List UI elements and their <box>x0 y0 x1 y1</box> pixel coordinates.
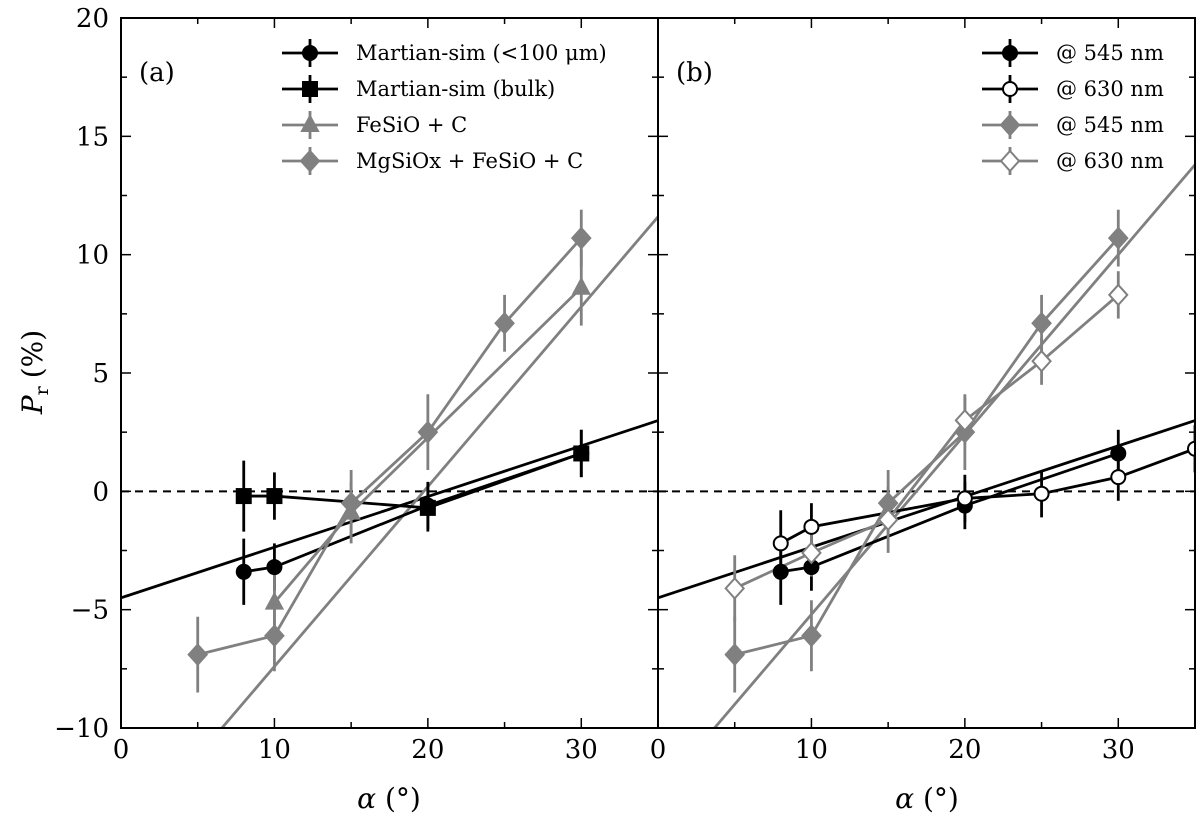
legend-label: Martian-sim (bulk) <box>356 77 555 101</box>
data-point <box>494 311 515 335</box>
x-tick-label: 20 <box>948 735 981 765</box>
data-point <box>419 499 436 516</box>
data-point <box>573 445 590 462</box>
data-point <box>266 559 283 576</box>
x-axis-label-a: α (°) <box>357 782 421 815</box>
fit-line <box>220 215 658 728</box>
legend-label: @ 545 nm <box>1056 113 1164 137</box>
legend-marker <box>302 81 318 97</box>
data-point <box>1033 485 1050 502</box>
data-point <box>954 408 976 432</box>
legend-marker <box>999 149 1021 173</box>
x-tick-label: 10 <box>795 735 828 765</box>
x-tick-label: 20 <box>411 735 444 765</box>
data-point <box>803 518 820 535</box>
legend-marker <box>999 113 1021 137</box>
data-point <box>724 643 746 667</box>
data-point <box>724 576 746 600</box>
data-point <box>417 420 439 444</box>
series-line <box>197 237 583 656</box>
legend-marker <box>1002 45 1018 61</box>
data-point <box>235 563 252 580</box>
panel-b: 0 10 20 30 (b) @ 545 nm @ 630 nm @ 545 nm @ 630 … <box>650 17 1196 765</box>
data-point <box>877 508 899 532</box>
data-point <box>1107 226 1129 250</box>
legend-label: @ 630 nm <box>1056 77 1164 101</box>
legend-label: @ 545 nm <box>1056 41 1164 65</box>
data-point <box>187 643 209 667</box>
legend-label: MgSiOx + FeSiO + C <box>356 149 583 173</box>
y-tick-label: 10 <box>76 241 109 271</box>
legend-marker <box>302 45 318 61</box>
x-axis-label-b: α (°) <box>895 782 959 815</box>
data-point <box>1031 349 1052 373</box>
legend-marker <box>1002 81 1018 97</box>
data-point <box>235 488 252 505</box>
data-point <box>264 624 285 648</box>
y-tick-label: 0 <box>92 477 109 507</box>
y-tick-label: −10 <box>54 714 109 744</box>
data-point <box>801 541 822 565</box>
panel-label: (b) <box>676 58 713 88</box>
plot-area <box>121 209 658 728</box>
y-tick-label: 15 <box>76 122 109 152</box>
y-tick-label: 20 <box>76 4 109 34</box>
fit-line <box>658 419 1195 600</box>
data-point <box>1107 283 1129 307</box>
x-tick-label: 30 <box>1102 735 1135 765</box>
panel-a: 0 10 20 30 −10 −5 0 5 10 15 20 (a) Martian-sim (<100… <box>54 4 659 765</box>
x-tick-label: 0 <box>113 735 130 765</box>
data-point <box>266 488 283 505</box>
x-tick-label: 0 <box>650 735 667 765</box>
series-line <box>780 452 1119 574</box>
data-point <box>571 276 591 295</box>
x-tick-label: 30 <box>565 735 598 765</box>
data-point <box>801 624 822 648</box>
data-point <box>772 535 789 552</box>
data-point <box>340 491 362 515</box>
legend-label: @ 630 nm <box>1056 149 1164 173</box>
fit-line <box>121 419 658 600</box>
data-point <box>570 226 592 250</box>
data-point <box>1110 445 1127 462</box>
data-point <box>956 490 973 507</box>
data-point <box>954 420 976 444</box>
data-point <box>1187 440 1195 457</box>
fit-line <box>712 163 1195 728</box>
data-point <box>772 563 789 580</box>
series-line <box>780 447 1195 545</box>
legend-marker <box>300 113 320 132</box>
series-line <box>734 293 1120 590</box>
data-point <box>264 591 285 610</box>
shared-labels: Pr(%) α (°) α (°) <box>16 330 959 815</box>
data-point <box>1031 311 1052 335</box>
panel-label: (a) <box>139 58 175 88</box>
y-axis-label: Pr(%) <box>16 330 53 415</box>
plot-area <box>658 163 1195 728</box>
legend-label: FeSiO + C <box>356 113 467 137</box>
series-line <box>734 237 1120 656</box>
legend-label: Martian-sim (<100 μm) <box>356 41 607 65</box>
y-tick-label: −5 <box>71 596 109 626</box>
x-tick-label: 10 <box>258 735 291 765</box>
y-tick-label: 5 <box>92 359 109 389</box>
legend-marker <box>299 149 321 173</box>
data-point <box>1110 469 1127 486</box>
